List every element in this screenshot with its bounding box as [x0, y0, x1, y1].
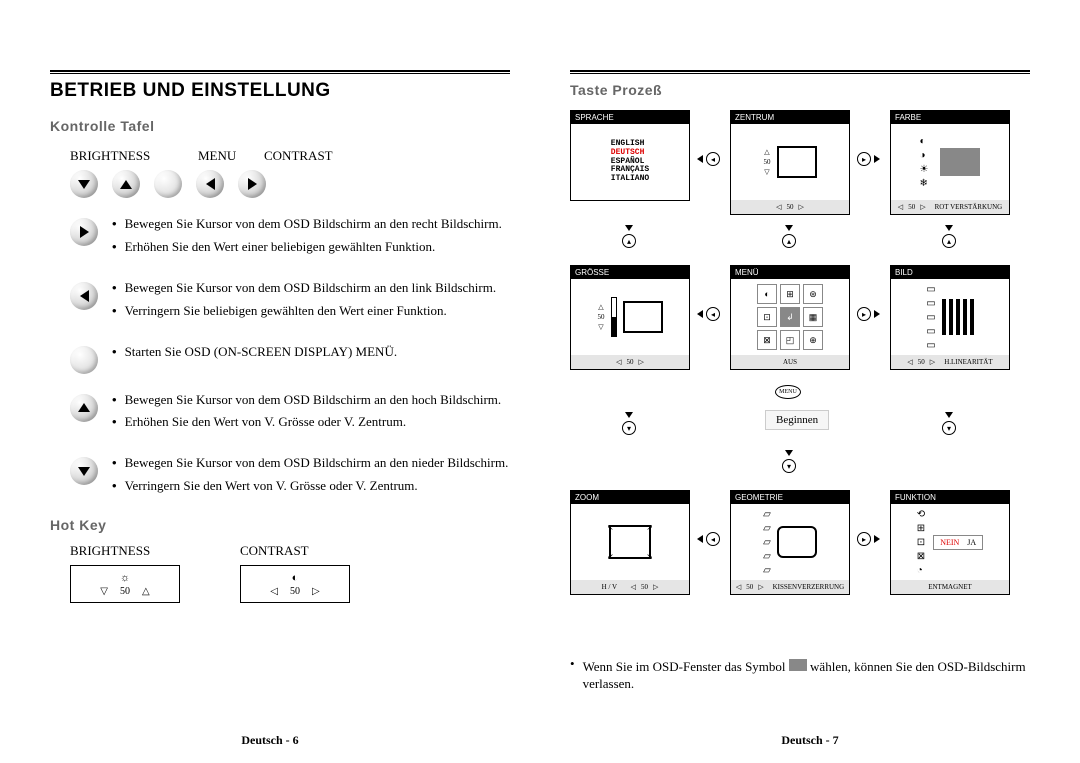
bullet-text: Bewegen Sie Kursor von dem OSD Bildschir…: [125, 280, 497, 297]
brightness-up-button[interactable]: [112, 170, 140, 198]
up-button[interactable]: [70, 394, 98, 422]
menu-oval: MENU: [775, 385, 801, 399]
osd-bild: BILD ▭▭▭▭▭ ◁50▷H.LINEARITÄT: [890, 265, 1010, 370]
right-button[interactable]: [70, 218, 98, 246]
hot-contrast-label: CONTRAST: [240, 543, 350, 559]
osd-sprache: SPRACHE ENGLISHDEUTSCHESPAÑOLFRANÇAISITA…: [570, 110, 690, 201]
hot-contrast-value: 50: [290, 586, 300, 597]
section-hotkey: Hot Key: [50, 517, 510, 533]
bullet-text: Erhöhen Sie den Wert von V. Grösse oder …: [125, 414, 407, 431]
down-button[interactable]: [70, 457, 98, 485]
control-item: Bewegen Sie Kursor von dem OSD Bildschir…: [50, 392, 510, 438]
control-item: Bewegen Sie Kursor von dem OSD Bildschir…: [50, 280, 510, 326]
left-page: BETRIEB UND EINSTELLUNG Kontrolle Tafel …: [0, 0, 540, 763]
left-footer: Deutsch - 6: [0, 733, 540, 748]
left-button[interactable]: [70, 282, 98, 310]
bullet-text: Erhöhen Sie den Wert einer beliebigen ge…: [125, 239, 436, 256]
button-labels: BRIGHTNESS MENU CONTRAST: [70, 148, 510, 164]
bullet-text: Bewegen Sie Kursor von dem OSD Bildschir…: [125, 392, 502, 409]
up-icon: △: [142, 586, 150, 597]
hot-brightness-value: 50: [120, 586, 130, 597]
label-brightness: BRIGHTNESS: [70, 148, 190, 164]
right-footer: Deutsch - 7: [540, 733, 1080, 748]
osd-zoom: ZOOM ↖↗↙↘ H / V ◁50▷: [570, 490, 690, 595]
contrast-icon: [292, 572, 299, 584]
osd-farbe: FARBE ◐◑☀❄ ◁50▷ROT VERSTÄRKUNG: [890, 110, 1010, 215]
osd-diagram: SPRACHE ENGLISHDEUTSCHESPAÑOLFRANÇAISITA…: [570, 110, 1030, 650]
osd-grosse: GRÖSSE △50▽ ◁50▷: [570, 265, 690, 370]
label-contrast: CONTRAST: [264, 148, 333, 164]
hot-contrast-box: ◁ 50 ▷: [240, 565, 350, 603]
hot-brightness-box: ▽ 50 △: [70, 565, 180, 603]
bullet-text: Bewegen Sie Kursor von dem OSD Bildschir…: [125, 216, 502, 233]
beginnen-button[interactable]: Beginnen: [765, 410, 829, 430]
footer-note: • Wenn Sie im OSD-Fenster das Symbol wäh…: [570, 656, 1030, 693]
bullet-text: Verringern Sie den Wert von V. Grösse od…: [125, 478, 418, 495]
contrast-right-button[interactable]: [238, 170, 266, 198]
header-rule: [50, 70, 510, 74]
blank-button[interactable]: [70, 346, 98, 374]
bullet-text: Starten Sie OSD (ON-SCREEN DISPLAY) MENÜ…: [125, 344, 398, 361]
brightness-down-button[interactable]: [70, 170, 98, 198]
hotkey-row: BRIGHTNESS ▽ 50 △ CONTRAST ◁ 50: [50, 543, 510, 603]
section-kontrolle: Kontrolle Tafel: [50, 118, 510, 134]
menu-button[interactable]: [154, 170, 182, 198]
bullet-text: Verringern Sie beliebigen gewählten den …: [125, 303, 447, 320]
lang-option: ITALIANO: [611, 175, 649, 184]
osd-zentrum: ZENTRUM △50▽ ◁50▷: [730, 110, 850, 215]
sun-icon: [120, 572, 130, 584]
left-icon: ◁: [270, 586, 278, 597]
osd-menu: MENÜ ◐⊞⊛ ⊡↲▦ ⊠◰⊕ AUS: [730, 265, 850, 370]
label-menu: MENU: [198, 148, 256, 164]
osd-funktion: FUNKTION ⟲⊞⊡⊠◔ NEINJA ENTMAGNET: [890, 490, 1010, 595]
osd-geometrie: GEOMETRIE ▱▱▱▱▱ ◁50▷KISSENVERZERRUNG: [730, 490, 850, 595]
right-icon: ▷: [312, 586, 320, 597]
control-item: Bewegen Sie Kursor von dem OSD Bildschir…: [50, 455, 510, 501]
contrast-left-button[interactable]: [196, 170, 224, 198]
down-icon: ▽: [100, 586, 108, 597]
control-item: Starten Sie OSD (ON-SCREEN DISPLAY) MENÜ…: [50, 344, 510, 374]
section-taste-prozess: Taste Prozeß: [570, 82, 1030, 98]
exit-icon: [789, 659, 807, 671]
header-rule: [570, 70, 1030, 74]
bullet-text: Bewegen Sie Kursor von dem OSD Bildschir…: [125, 455, 509, 472]
control-panel-buttons: [70, 170, 510, 198]
page-title: BETRIEB UND EINSTELLUNG: [50, 80, 510, 102]
control-item: Bewegen Sie Kursor von dem OSD Bildschir…: [50, 216, 510, 262]
right-page: Taste Prozeß SPRACHE ENGLISHDEUTSCHESPAÑ…: [540, 0, 1080, 763]
hot-brightness-label: BRIGHTNESS: [70, 543, 180, 559]
